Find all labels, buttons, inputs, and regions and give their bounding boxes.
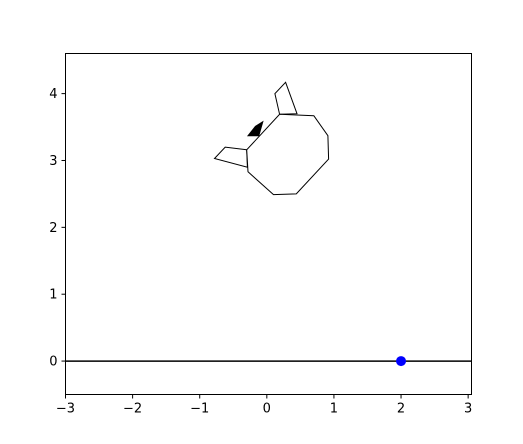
data-point xyxy=(396,356,407,367)
y-tick-label: 1 xyxy=(49,288,57,303)
x-axis-ticks: −3 −2 −1 0 1 2 3 xyxy=(56,394,472,417)
x-tick-label: 3 xyxy=(464,402,472,417)
plot-frame xyxy=(65,53,472,395)
y-tick-label: 4 xyxy=(49,87,57,102)
y-tick-label: 2 xyxy=(49,221,57,236)
x-tick-label: −3 xyxy=(56,402,75,417)
x-tick-label: 2 xyxy=(397,402,405,417)
x-tick-label: −2 xyxy=(123,402,142,417)
left-flap-polygon xyxy=(213,146,248,168)
octagon-body-polygon xyxy=(246,113,330,196)
marks-layer xyxy=(65,81,472,367)
top-flap-polygon xyxy=(274,81,298,115)
y-tick-label: 0 xyxy=(49,355,57,370)
x-tick-label: 1 xyxy=(330,402,338,417)
dark-wedge-polygon xyxy=(246,120,264,137)
y-axis-ticks: 0 1 2 3 4 xyxy=(49,87,66,370)
y-tick-label: 3 xyxy=(49,154,57,169)
x-tick-label: −1 xyxy=(190,402,209,417)
x-tick-label: 0 xyxy=(263,402,271,417)
